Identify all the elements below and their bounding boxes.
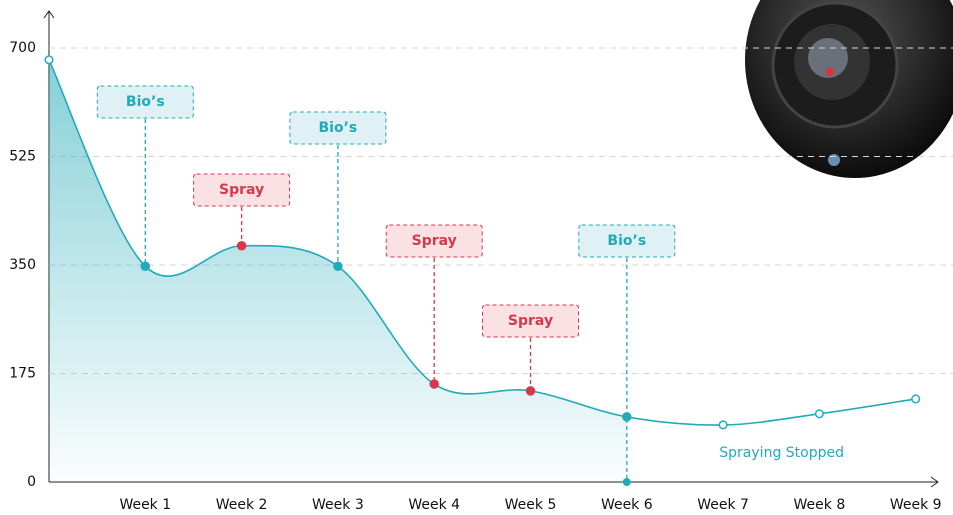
annotation-label: Bio’s [607, 233, 646, 249]
annotation-label: Spray [508, 313, 553, 329]
x-tick-label: Week 4 [408, 497, 460, 513]
y-tick-label: 175 [9, 366, 36, 382]
point [816, 410, 824, 418]
point [430, 380, 438, 388]
point [334, 262, 342, 270]
point [912, 395, 920, 403]
point [238, 242, 246, 250]
point [141, 262, 149, 270]
x-tick-label: Week 1 [119, 497, 171, 513]
camera-image [745, 0, 953, 178]
annotation-label: Spray [412, 233, 457, 249]
point [527, 387, 535, 395]
page: {"chart_data": {"type": "line", "categor… [0, 0, 953, 515]
annotation-label: Bio’s [319, 120, 358, 136]
y-tick-label: 0 [27, 474, 36, 490]
annotation-label: Spray [219, 182, 264, 198]
x-tick-label: Week 5 [505, 497, 557, 513]
point [719, 421, 727, 429]
y-tick-label: 700 [9, 40, 36, 56]
y-tick-label: 350 [9, 257, 36, 273]
annotation-label: Bio’s [126, 94, 165, 110]
baseline-dot [623, 478, 631, 486]
chart: Spraying Stopped 0 175 350 525 700 Bio’s Spray… [0, 0, 953, 515]
note: Spraying Stopped [719, 445, 844, 461]
point [45, 56, 53, 64]
point [623, 413, 631, 421]
x-tick-label: Week 8 [794, 497, 846, 513]
x-tick-label: Week 7 [697, 497, 749, 513]
y-tick-label: 525 [9, 149, 36, 165]
x-tick-label: Week 6 [601, 497, 653, 513]
x-tick-label: Week 3 [312, 497, 364, 513]
x-tick-label: Week 9 [890, 497, 942, 513]
x-tick-label: Week 2 [216, 497, 268, 513]
